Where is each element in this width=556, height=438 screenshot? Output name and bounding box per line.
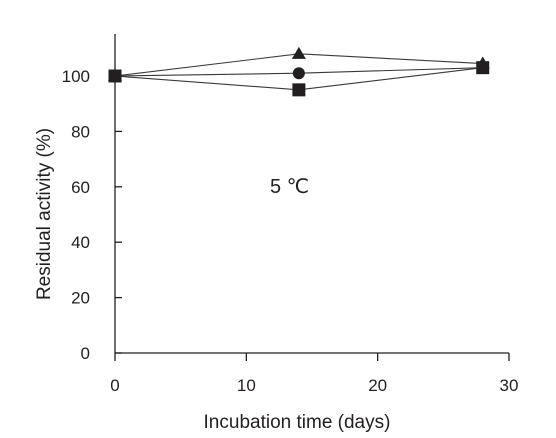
square-marker bbox=[292, 83, 306, 97]
x-tick-label: 10 bbox=[237, 376, 256, 395]
y-tick-label: 20 bbox=[71, 289, 90, 308]
x-ticks: 0 10 20 30 bbox=[110, 353, 518, 395]
circle-marker bbox=[292, 67, 305, 80]
y-tick-label: 100 bbox=[62, 67, 90, 86]
x-axis-label: Incubation time (days) bbox=[204, 412, 391, 433]
axes bbox=[114, 34, 509, 354]
y-tick-label: 0 bbox=[81, 344, 90, 363]
x-tick-label: 0 bbox=[110, 376, 119, 395]
x-tick-label: 30 bbox=[500, 376, 519, 395]
triangle-marker bbox=[291, 46, 306, 59]
y-tick-label: 80 bbox=[71, 122, 90, 141]
y-axis-label: Residual activity (%) bbox=[34, 128, 55, 300]
x-tick-label: 20 bbox=[368, 376, 387, 395]
y-ticks: 0 20 40 60 80 100 bbox=[62, 67, 122, 363]
y-tick-label: 40 bbox=[71, 233, 90, 252]
y-tick-label: 60 bbox=[71, 178, 90, 197]
square-marker bbox=[476, 61, 490, 75]
series-layer bbox=[108, 46, 490, 97]
temperature-annotation: 5 ℃ bbox=[270, 176, 309, 198]
square-marker bbox=[108, 69, 122, 83]
